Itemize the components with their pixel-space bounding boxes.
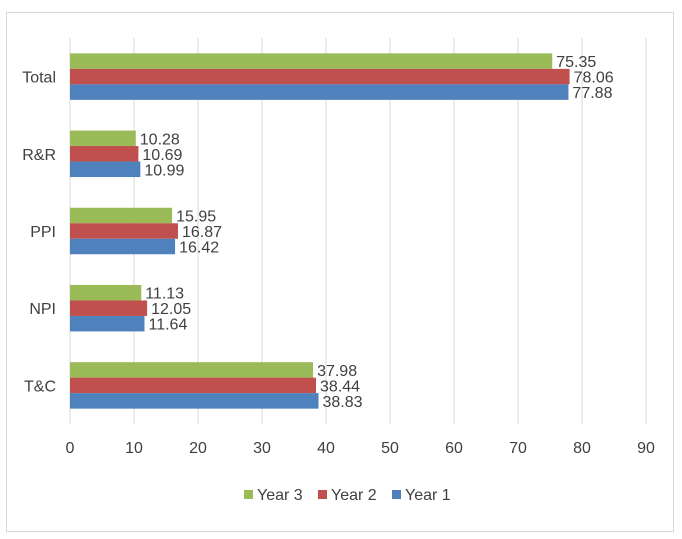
bar-year-2-r-r bbox=[70, 146, 139, 162]
x-tick-label: 50 bbox=[381, 440, 399, 457]
x-tick-label: 10 bbox=[125, 440, 143, 457]
legend: Year 3 Year 2 Year 1 bbox=[244, 487, 451, 504]
x-tick-label: 80 bbox=[573, 440, 591, 457]
category-label-ppi: PPI bbox=[30, 224, 56, 241]
data-label-year-2-total: 78.06 bbox=[574, 70, 614, 87]
category-label-total: Total bbox=[22, 70, 56, 87]
bar-year-2-total bbox=[70, 68, 570, 85]
x-tick-label: 0 bbox=[66, 440, 75, 457]
bar-year-2-t-c bbox=[70, 377, 317, 394]
x-tick-label: 30 bbox=[253, 440, 271, 457]
data-label-year-3-total: 75.35 bbox=[556, 54, 596, 71]
legend-swatch-year-3 bbox=[244, 490, 253, 499]
bar-year-1-npi bbox=[70, 315, 145, 332]
data-label-year-3-ppi: 15.95 bbox=[176, 209, 216, 226]
data-label-year-1-ppi: 16.42 bbox=[179, 240, 219, 257]
gridlines bbox=[69, 38, 647, 424]
data-label-year-2-ppi: 16.87 bbox=[182, 224, 222, 241]
x-tick-label: 60 bbox=[445, 440, 463, 457]
x-tick-label: 40 bbox=[317, 440, 335, 457]
bar-year-1-r-r bbox=[70, 161, 141, 178]
legend-label-year-1: Year 1 bbox=[405, 487, 451, 504]
data-label-year-1-npi: 11.64 bbox=[148, 317, 187, 334]
data-label-year-3-npi: 11.13 bbox=[145, 286, 184, 303]
data-label-year-1-t-c: 38.83 bbox=[323, 394, 363, 411]
x-axis-ticks: 0 10 20 30 40 50 60 70 80 90 bbox=[66, 440, 655, 457]
category-label-t-c: T&C bbox=[24, 378, 56, 395]
legend-swatch-year-2 bbox=[318, 490, 327, 499]
x-tick-label: 20 bbox=[189, 440, 207, 457]
bar-year-2-ppi bbox=[70, 223, 178, 239]
bar-year-3-t-c bbox=[70, 362, 314, 378]
legend-label-year-2: Year 2 bbox=[331, 487, 377, 504]
data-label-year-2-t-c: 38.44 bbox=[320, 378, 360, 395]
data-label-year-1-total: 77.88 bbox=[572, 85, 612, 102]
bars bbox=[70, 53, 570, 409]
category-label-npi: NPI bbox=[29, 301, 56, 318]
bar-year-1-total bbox=[70, 84, 569, 100]
legend-swatch-year-1 bbox=[392, 490, 401, 499]
legend-label-year-3: Year 3 bbox=[257, 487, 303, 504]
bar-year-1-t-c bbox=[70, 393, 319, 409]
bar-year-3-total bbox=[70, 53, 553, 69]
x-tick-label: 90 bbox=[637, 440, 655, 457]
x-tick-label: 70 bbox=[509, 440, 527, 457]
data-label-year-3-r-r: 10.28 bbox=[140, 131, 180, 148]
data-label-year-2-r-r: 10.69 bbox=[142, 147, 182, 164]
category-label-r-r: R&R bbox=[22, 147, 56, 164]
bar-year-3-ppi bbox=[70, 207, 173, 224]
bar-year-2-npi bbox=[70, 300, 148, 316]
data-label-year-2-npi: 12.05 bbox=[151, 301, 191, 318]
y-axis-categories: Total R&R PPI NPI T&C bbox=[22, 70, 56, 396]
bar-year-3-npi bbox=[70, 284, 142, 301]
data-label-year-1-r-r: 10.99 bbox=[144, 162, 184, 179]
bar-year-1-ppi bbox=[70, 238, 176, 255]
data-label-year-3-t-c: 37.98 bbox=[317, 363, 357, 380]
bar-year-3-r-r bbox=[70, 130, 136, 147]
